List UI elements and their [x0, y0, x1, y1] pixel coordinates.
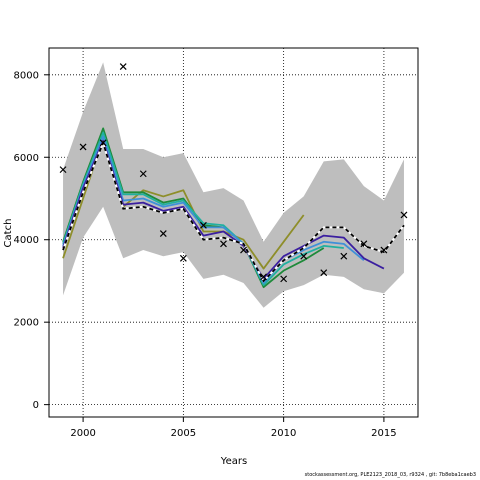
observed-point: [400, 211, 408, 219]
series-line-3: [62, 131, 344, 286]
observed-point: [280, 275, 288, 283]
confidence-band-group: [63, 62, 404, 308]
confidence-band: [63, 62, 404, 308]
observed-point: [240, 246, 247, 254]
x-tick-label: 2015: [371, 428, 396, 439]
y-tick-label: 2000: [14, 318, 39, 329]
observed-points: [59, 63, 408, 283]
series-line-0: [62, 140, 405, 283]
series-line-2: [62, 135, 365, 284]
y-tick-label: 6000: [14, 153, 39, 164]
observed-point: [139, 170, 147, 178]
y-axis-title: Catch: [3, 219, 14, 248]
x-tick-label: 2010: [271, 428, 296, 439]
x-axis: 2000 2005 2010 2015: [70, 417, 397, 439]
observed-point: [119, 63, 127, 70]
observed-point: [300, 252, 308, 260]
x-tick-label: 2000: [70, 428, 95, 439]
observed-point: [380, 246, 388, 254]
series-lines: [62, 127, 405, 289]
y-tick-label: 0: [33, 400, 39, 411]
observed-point: [179, 254, 187, 262]
observed-point: [99, 139, 107, 147]
x-tick-label: 2005: [171, 428, 196, 439]
observed-point: [260, 273, 268, 281]
observed-point: [59, 166, 67, 174]
observed-point: [340, 252, 348, 260]
x-axis-title: Years: [220, 456, 247, 467]
observed-point: [360, 240, 368, 248]
y-tick-label: 4000: [14, 235, 39, 246]
observed-point: [199, 221, 207, 229]
plot-frame: [48, 47, 419, 418]
y-tick-label: 8000: [14, 70, 39, 81]
observed-point: [320, 269, 328, 277]
y-axis: 0 2000 4000 6000 8000: [14, 70, 49, 411]
observed-point: [159, 230, 167, 237]
observed-point: [220, 240, 227, 248]
observed-point: [79, 143, 87, 151]
footer-credit: stockassessment.org, PLE2123_2018_03, r9…: [304, 472, 476, 478]
